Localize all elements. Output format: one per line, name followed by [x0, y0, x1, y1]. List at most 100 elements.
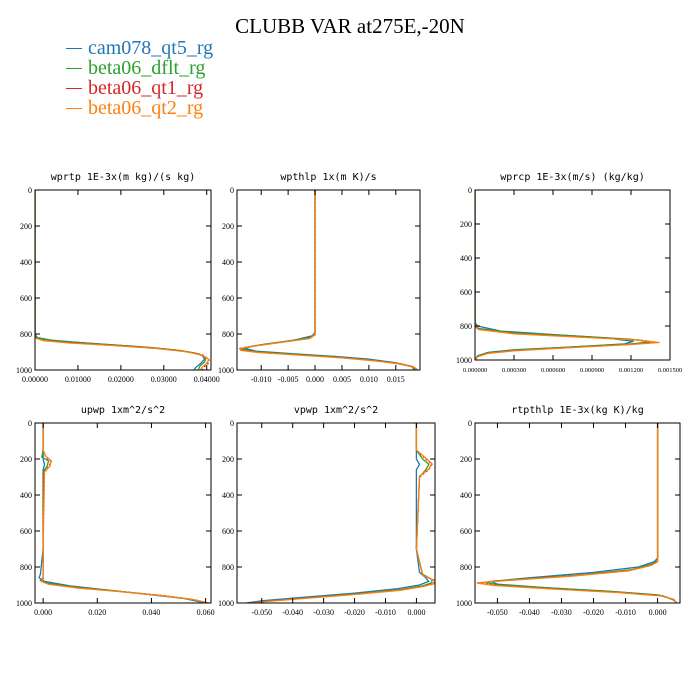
x-tick-label: 0.000600	[541, 367, 565, 374]
legend-swatch	[66, 87, 82, 89]
series-line	[240, 190, 416, 370]
series-line	[476, 423, 678, 603]
plot-frame	[34, 189, 212, 371]
y-tick-label: 200	[460, 220, 472, 229]
series-line	[252, 423, 433, 603]
x-tick-label: -0.010	[615, 608, 636, 617]
y-tick-label: 0	[28, 186, 32, 195]
subplot: upwp 1xm^2/s^2 0.000 0.020 0.040 0.060 0 200 40…	[16, 405, 215, 617]
y-tick-label: 0	[468, 186, 472, 195]
x-tick-label: 0.001500	[658, 367, 682, 374]
series-line	[237, 190, 418, 370]
x-tick-label: -0.040	[519, 608, 540, 617]
x-tick-label: -0.010	[251, 375, 272, 384]
y-tick-label: 200	[222, 455, 234, 464]
y-tick-label: 0	[230, 419, 234, 428]
x-tick-label: 0.000	[407, 608, 425, 617]
y-tick-label: 0	[28, 419, 32, 428]
x-tick-label: 0.000000	[463, 367, 487, 374]
y-tick-label: 600	[20, 527, 32, 536]
x-tick-label: 0.02000	[108, 375, 134, 384]
y-tick-label: 400	[222, 491, 234, 500]
y-tick-label: 800	[20, 330, 32, 339]
y-tick-label: 400	[460, 254, 472, 263]
plot-frame	[34, 422, 212, 604]
y-tick-label: 600	[20, 294, 32, 303]
x-tick-label: -0.030	[313, 608, 334, 617]
plot-frame	[474, 422, 681, 604]
series-line	[484, 423, 678, 603]
x-tick-label: 0.04000	[194, 375, 220, 384]
legend-label: beta06_dflt_rg	[88, 57, 206, 79]
plot-frame	[236, 189, 421, 371]
y-tick-label: 200	[20, 222, 32, 231]
y-tick-label: 0	[468, 419, 472, 428]
x-tick-label: 0.01000	[65, 375, 91, 384]
x-tick-label: -0.010	[375, 608, 396, 617]
x-tick-label: 0.060	[197, 608, 215, 617]
legend-label: beta06_qt2_rg	[88, 97, 204, 119]
y-tick-label: 1000	[218, 599, 234, 608]
subplot: wprtp 1E-3x(m kg)/(s kg) 0.00000 0.01000 0.…	[16, 172, 220, 384]
legend-label: beta06_qt1_rg	[88, 77, 204, 99]
legend-swatch	[66, 47, 82, 49]
y-tick-label: 600	[222, 294, 234, 303]
legend-item: beta06_qt1_rg	[66, 78, 213, 98]
legend-item: beta06_dflt_rg	[66, 58, 213, 78]
legend-item: beta06_qt2_rg	[66, 98, 213, 118]
x-tick-label: 0.03000	[151, 375, 177, 384]
series-line	[252, 423, 435, 603]
legend-swatch	[66, 107, 82, 109]
subplot: wpthlp 1x(m K)/s -0.010 -0.005 0.000 0.005 0.…	[218, 172, 421, 384]
y-tick-label: 800	[222, 563, 234, 572]
y-tick-label: 800	[460, 563, 472, 572]
subplot-title: wprtp 1E-3x(m kg)/(s kg)	[51, 172, 196, 183]
subplot-title: wpthlp 1x(m K)/s	[280, 172, 376, 183]
y-tick-label: 400	[20, 491, 32, 500]
x-tick-label: 0.015	[387, 375, 405, 384]
legend: cam078_qt5_rg beta06_dflt_rg beta06_qt1_rg…	[66, 38, 213, 118]
x-tick-label: 0.020	[88, 608, 106, 617]
y-tick-label: 1000	[16, 599, 32, 608]
series-line	[40, 423, 209, 603]
y-tick-label: 200	[460, 455, 472, 464]
y-tick-label: 800	[20, 563, 32, 572]
x-tick-label: -0.030	[551, 608, 572, 617]
x-tick-label: -0.050	[487, 608, 508, 617]
plot-frame	[236, 422, 436, 604]
series-line	[475, 190, 658, 360]
x-tick-label: 0.000300	[502, 367, 526, 374]
x-tick-label: 0.001200	[619, 367, 643, 374]
y-tick-label: 400	[20, 258, 32, 267]
x-tick-label: 0.000	[34, 608, 52, 617]
legend-label: cam078_qt5_rg	[88, 37, 214, 59]
series-line	[35, 190, 206, 370]
y-tick-label: 600	[460, 527, 472, 536]
subplot-title: wprcp 1E-3x(m/s) (kg/kg)	[500, 172, 645, 183]
y-tick-label: 0	[230, 186, 234, 195]
y-tick-label: 1000	[456, 599, 472, 608]
x-tick-label: -0.005	[278, 375, 299, 384]
series-line	[40, 423, 209, 603]
x-tick-label: -0.040	[282, 608, 303, 617]
y-tick-label: 1000	[16, 366, 32, 375]
y-tick-label: 800	[460, 322, 472, 331]
series-line	[475, 190, 660, 360]
subplot-title: vpwp 1xm^2/s^2	[294, 405, 378, 416]
y-tick-label: 400	[222, 258, 234, 267]
y-tick-label: 200	[222, 222, 234, 231]
y-tick-label: 600	[222, 527, 234, 536]
page-title: CLUBB VAR at275E,-20N	[235, 14, 465, 38]
x-tick-label: 0.00000	[22, 375, 48, 384]
x-tick-label: -0.020	[344, 608, 365, 617]
subplot-title: upwp 1xm^2/s^2	[81, 405, 165, 416]
y-tick-label: 200	[20, 455, 32, 464]
y-tick-label: 1000	[456, 356, 472, 365]
x-tick-label: -0.020	[583, 608, 604, 617]
x-tick-label: 0.040	[142, 608, 160, 617]
series-line	[35, 190, 210, 370]
x-tick-label: 0.000900	[580, 367, 604, 374]
series-line	[35, 190, 207, 370]
series-line	[39, 423, 209, 603]
